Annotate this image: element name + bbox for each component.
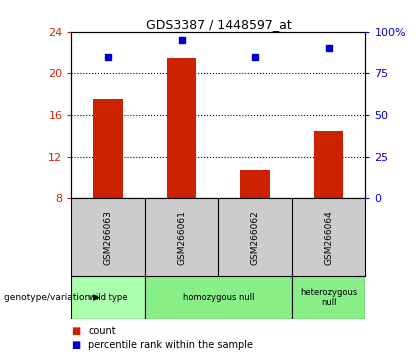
Point [178,37,185,43]
Title: GDS3387 / 1448597_at: GDS3387 / 1448597_at [145,18,291,31]
Text: count: count [88,326,116,336]
Text: heterozygous
null: heterozygous null [300,288,357,307]
Bar [145,276,292,319]
Bar [94,99,123,198]
Bar [167,58,197,198]
Text: genotype/variation ▶: genotype/variation ▶ [4,293,100,302]
Text: wild type: wild type [89,293,127,302]
Text: GSM266061: GSM266061 [177,210,186,265]
Point [326,46,332,51]
Bar [71,276,145,319]
Bar [292,276,365,319]
Text: GSM266063: GSM266063 [104,210,113,265]
Text: homozygous null: homozygous null [183,293,254,302]
Text: ■: ■ [71,326,81,336]
Bar [314,131,344,198]
Text: percentile rank within the sample: percentile rank within the sample [88,340,253,350]
Point [252,54,259,59]
Point [105,54,112,59]
Text: GSM266062: GSM266062 [251,210,260,264]
Text: ■: ■ [71,340,81,350]
Bar [241,170,270,198]
Text: GSM266064: GSM266064 [324,210,333,264]
